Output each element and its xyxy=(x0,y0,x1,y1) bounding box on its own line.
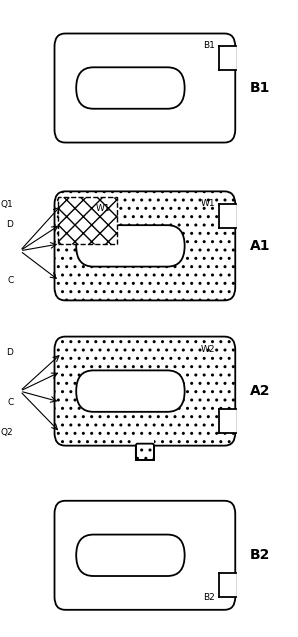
Bar xyxy=(218,409,236,433)
Text: W1: W1 xyxy=(200,199,215,208)
FancyBboxPatch shape xyxy=(76,225,185,267)
FancyBboxPatch shape xyxy=(76,534,185,576)
Bar xyxy=(219,409,227,433)
FancyBboxPatch shape xyxy=(55,191,235,301)
Text: C: C xyxy=(7,397,13,406)
Text: B1: B1 xyxy=(250,81,270,95)
Bar xyxy=(219,204,227,228)
Bar xyxy=(58,197,117,244)
FancyBboxPatch shape xyxy=(55,336,235,446)
Text: Q1: Q1 xyxy=(1,200,13,209)
FancyBboxPatch shape xyxy=(76,370,185,412)
Text: A1: A1 xyxy=(250,239,271,253)
Text: D: D xyxy=(7,220,13,229)
Bar xyxy=(218,47,236,70)
Text: B1: B1 xyxy=(203,41,215,50)
Bar xyxy=(218,573,236,597)
Text: A2: A2 xyxy=(250,384,271,398)
FancyBboxPatch shape xyxy=(55,34,235,143)
Text: W1: W1 xyxy=(95,204,110,213)
FancyBboxPatch shape xyxy=(136,443,154,460)
Text: C: C xyxy=(7,276,13,285)
Text: B2: B2 xyxy=(203,593,215,602)
FancyBboxPatch shape xyxy=(55,501,235,610)
Bar xyxy=(219,573,227,597)
Bar xyxy=(218,204,236,228)
Text: D: D xyxy=(7,348,13,357)
FancyBboxPatch shape xyxy=(76,68,185,109)
Bar xyxy=(136,438,154,448)
Text: Q2: Q2 xyxy=(1,428,13,437)
Text: W2: W2 xyxy=(200,345,215,354)
Bar xyxy=(219,47,227,70)
Text: B2: B2 xyxy=(250,548,270,562)
